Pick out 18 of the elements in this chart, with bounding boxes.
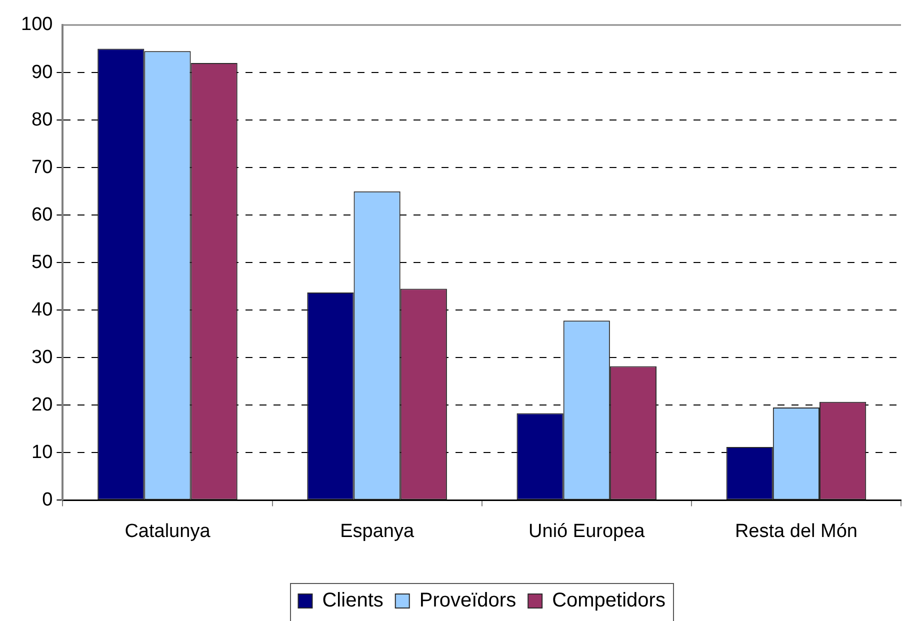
y-tick-label: 40 [32,299,53,320]
y-tick-label: 80 [32,109,53,130]
x-tick-label: Resta del Món [734,520,858,542]
legend-label: Clients [322,590,384,612]
legend-label: Competidors [552,590,666,612]
legend-label: Proveïdors [419,590,516,612]
x-tick-label: Unió Europea [528,520,646,542]
y-tick-label: 30 [32,346,53,368]
y-tick-label: 10 [32,442,53,463]
y-tick-label: 100 [21,14,53,36]
y-tick-label: 50 [32,252,53,273]
y-tick-label: 90 [32,62,53,83]
x-tick-label: Espanya [340,520,414,542]
y-tick-label: 70 [32,156,53,178]
y-tick-label: 60 [32,204,53,226]
x-tick-label: Catalunya [124,520,211,542]
y-tick-label: 20 [32,394,53,416]
y-tick-label: 0 [42,489,53,510]
